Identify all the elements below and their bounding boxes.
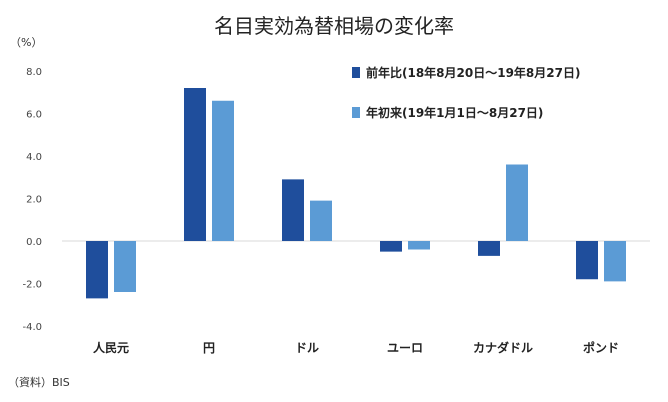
category-label: カナダドル: [473, 340, 533, 355]
category-label: ユーロ: [387, 341, 423, 355]
legend: 前年比(18年8月20日～19年8月27日) 年初来(19年1月1日～8月27日): [352, 65, 580, 120]
bar-ytd: [506, 164, 528, 241]
bar-ytd: [604, 241, 626, 282]
bar-yoy: [380, 241, 402, 252]
y-tick-label: 6.0: [26, 110, 42, 121]
bar-yoy: [282, 179, 304, 241]
bar-ytd: [114, 241, 136, 292]
legend-swatch: [352, 67, 360, 78]
bar-yoy: [184, 88, 206, 241]
chart-title: 名目実効為替相場の変化率: [214, 14, 454, 38]
bar-yoy: [478, 241, 500, 256]
legend-label: 前年比(18年8月20日～19年8月27日): [366, 65, 580, 80]
category-labels: 人民元 円 ドル ユーロ カナダドル ポンド: [93, 340, 619, 355]
source-note: （資料）BIS: [8, 376, 70, 389]
bars: [86, 88, 626, 299]
category-label: 人民元: [93, 340, 129, 355]
legend-label: 年初来(19年1月1日～8月27日): [366, 105, 543, 120]
category-label: 円: [203, 341, 215, 355]
y-tick-label: 0.0: [26, 237, 42, 248]
y-tick-label: 2.0: [26, 195, 42, 206]
category-label: ドル: [295, 341, 319, 355]
y-tick-label: -2.0: [22, 280, 42, 291]
bar-yoy: [576, 241, 598, 280]
bar-ytd: [212, 100, 234, 241]
bar-ytd: [408, 241, 430, 250]
y-tick-label: 4.0: [26, 152, 42, 163]
category-label: ポンド: [583, 340, 619, 355]
bar-ytd: [310, 200, 332, 241]
y-tick-label: -4.0: [22, 322, 42, 333]
legend-swatch: [352, 107, 360, 118]
y-axis-ticks: 8.0 6.0 4.0 2.0 0.0 -2.0 -4.0: [22, 67, 42, 333]
bar-yoy: [86, 241, 108, 299]
y-axis-unit-label: （%）: [10, 36, 43, 49]
y-tick-label: 8.0: [26, 67, 42, 78]
